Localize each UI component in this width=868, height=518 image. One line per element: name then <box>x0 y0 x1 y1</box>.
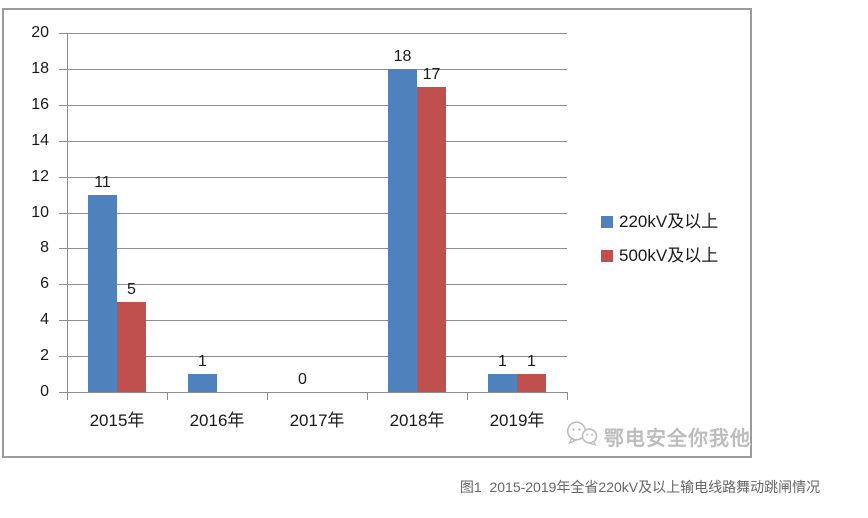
legend-item: 500kV及以上 <box>601 245 719 266</box>
watermark: 鄂电安全你我他 <box>565 420 751 452</box>
y-axis-label: 4 <box>40 311 49 329</box>
y-axis-label: 12 <box>31 167 49 185</box>
bar-500kV及以上-2018年 <box>417 86 446 392</box>
data-label: 0 <box>298 371 307 388</box>
legend-label: 220kV及以上 <box>619 212 719 231</box>
data-label: 18 <box>393 47 412 65</box>
bar-220kV及以上-2015年 <box>88 194 117 392</box>
x-axis-label: 2019年 <box>489 411 545 430</box>
y-axis-label: 14 <box>31 131 49 149</box>
data-label: 17 <box>422 65 441 83</box>
gridline <box>59 248 567 250</box>
x-axis-tick <box>367 392 368 400</box>
bar-500kV及以上-2015年 <box>117 302 146 392</box>
x-axis-tick <box>67 392 68 400</box>
y-axis-label: 10 <box>31 203 49 221</box>
x-axis-label: 2018年 <box>389 411 445 430</box>
y-axis-label: 18 <box>31 59 49 77</box>
x-axis-line <box>59 392 567 393</box>
watermark-text: 鄂电安全你我他 <box>604 427 751 450</box>
chart-legend: 220kV及以上 500kV及以上 <box>601 212 719 266</box>
data-label: 5 <box>127 281 136 299</box>
bar-220kV及以上-2019年 <box>488 374 517 392</box>
data-label: 11 <box>94 173 111 191</box>
data-label: 1 <box>198 353 207 371</box>
data-label: 1 <box>498 353 507 371</box>
gridline <box>59 33 567 34</box>
bar-500kV及以上-2019年 <box>517 374 546 392</box>
wechat-chat-bubbles-icon <box>565 420 599 452</box>
x-axis-tick <box>267 392 268 400</box>
y-axis-label: 2 <box>40 347 49 365</box>
legend-swatch-icon <box>601 216 613 229</box>
gridline <box>59 68 567 70</box>
legend-item: 220kV及以上 <box>601 212 719 232</box>
bar-220kV及以上-2018年 <box>388 68 417 392</box>
y-axis-label: 16 <box>31 95 49 113</box>
gridline <box>59 356 567 358</box>
chart-frame: 0 2 4 6 8 10 12 14 16 18 20 11 1 0 18 1 5 17 1 2015年 2016年 20… <box>2 8 752 458</box>
gridline <box>59 176 567 178</box>
y-axis-label: 8 <box>40 239 49 257</box>
y-axis-label: 6 <box>40 275 49 293</box>
y-axis-line <box>67 33 68 392</box>
gridline <box>59 140 567 142</box>
y-axis-label: 0 <box>40 383 49 400</box>
gridline <box>59 212 567 214</box>
x-axis-tick <box>167 392 168 400</box>
y-axis-label: 20 <box>31 24 49 41</box>
gridline <box>59 284 567 286</box>
x-axis-tick <box>467 392 468 400</box>
gridline <box>59 320 567 322</box>
gridline <box>59 104 567 106</box>
legend-swatch-icon <box>601 250 613 263</box>
bar-220kV及以上-2016年 <box>188 374 217 392</box>
x-axis-label: 2017年 <box>289 411 345 430</box>
legend-label: 500kV及以上 <box>619 245 719 265</box>
x-axis-label: 2016年 <box>189 411 245 430</box>
x-axis-label: 2015年 <box>89 411 145 430</box>
figure-caption: 图1 2015-2019年全省220kV及以上输电线路舞动跳闸情况 <box>459 479 821 495</box>
x-axis-tick <box>567 392 568 400</box>
data-label: 1 <box>527 353 536 371</box>
